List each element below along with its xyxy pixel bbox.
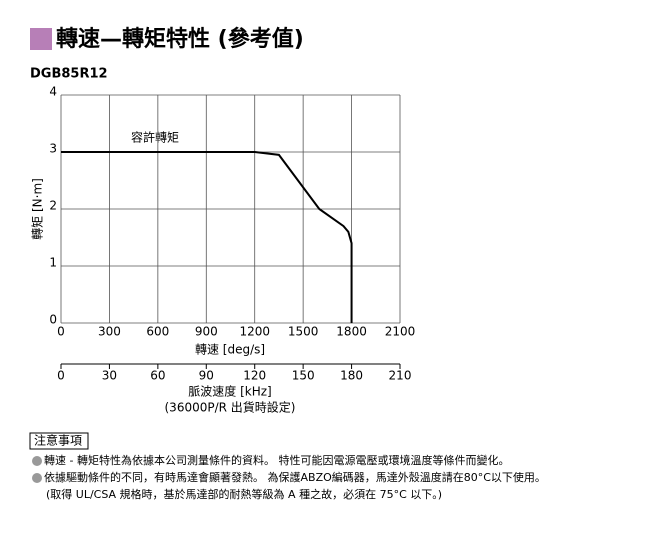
notes-heading: 注意事項: [34, 433, 82, 448]
annotation: 容許轉矩: [131, 130, 179, 145]
chart-title: 轉速—轉矩特性 (參考值): [56, 26, 304, 52]
x2-tick-label: 150: [292, 369, 315, 383]
x-tick-label: 0: [57, 325, 65, 339]
note-text: 依據驅動條件的不同，有時馬達會顯著發熱。 為保護ABZO編碼器，馬達外殼溫度請在…: [44, 470, 546, 484]
x2-tick-label: 60: [150, 369, 165, 383]
x2-tick-label: 180: [340, 369, 363, 383]
x-tick-label: 300: [98, 325, 121, 339]
x2-axis-label: 脈波速度 [kHz]: [188, 384, 271, 399]
series-line: [61, 151, 353, 323]
subtitle: DGB85R12: [30, 67, 108, 82]
x-tick-label: 1200: [239, 325, 270, 339]
x2-tick-label: 120: [243, 369, 266, 383]
y-tick-label: 4: [49, 85, 57, 99]
x-tick-label: 900: [195, 325, 218, 339]
x-tick-label: 1500: [288, 325, 319, 339]
y-axis-label: 轉矩 [N·m]: [31, 178, 45, 240]
y-tick-label: 0: [49, 313, 57, 327]
x-tick-label: 1800: [336, 325, 367, 339]
note-text: (取得 UL/CSA 規格時，基於馬達部的耐熱等級為 A 種之故，必須在 75°…: [46, 487, 442, 501]
title-marker: [30, 28, 52, 50]
x2-axis-note: (36000P/R 出貨時設定): [165, 400, 296, 415]
x2-tick-label: 90: [199, 369, 214, 383]
note-text: 轉速 - 轉矩特性為依據本公司測量條件的資料。 特性可能因電源電壓或環境溫度等條…: [44, 453, 509, 467]
x-tick-label: 600: [146, 325, 169, 339]
x-tick-label: 2100: [385, 325, 416, 339]
bullet: [32, 456, 42, 466]
x2-tick-label: 210: [389, 369, 412, 383]
x2-tick-label: 30: [102, 369, 117, 383]
y-tick-label: 2: [49, 199, 57, 213]
notes-box: [29, 432, 89, 450]
x2-tick-label: 0: [57, 369, 65, 383]
bullet: [32, 473, 42, 483]
y-tick-label: 3: [49, 142, 57, 156]
x-axis-label: 轉速 [deg/s]: [195, 343, 265, 357]
y-tick-label: 1: [49, 256, 57, 270]
